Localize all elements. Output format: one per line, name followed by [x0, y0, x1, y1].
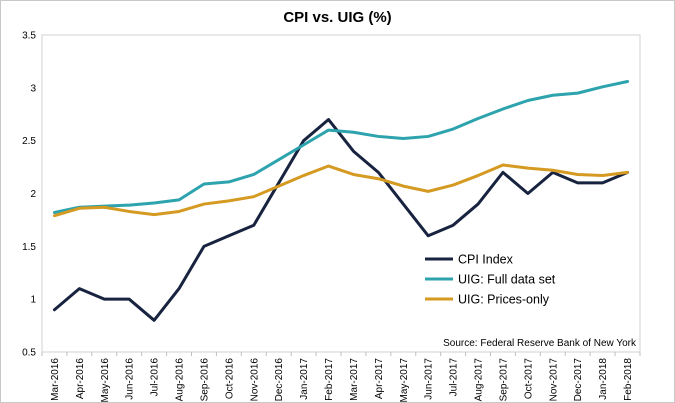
y-tick-label: 1.5 [22, 242, 36, 253]
y-tick-label: 3.5 [22, 31, 36, 42]
x-tick-label: Jan-2017 [299, 358, 310, 400]
series-line-1 [52, 79, 630, 215]
x-tick-label: May-2017 [399, 358, 410, 402]
x-tick-label: Mar-2016 [50, 358, 61, 401]
x-tick-label: Jun-2016 [125, 358, 136, 400]
x-tick-label: May-2016 [100, 358, 111, 402]
x-tick-label: Apr-2016 [75, 358, 86, 400]
series-line-2 [52, 163, 630, 218]
plot-area-border [41, 34, 641, 353]
series-line-0 [52, 118, 630, 322]
series-group [52, 79, 630, 322]
y-tick-label: 2.5 [22, 136, 36, 147]
x-tick-label: Feb-2017 [324, 358, 335, 401]
x-tick-label: Mar-2017 [349, 358, 360, 401]
x-tick-label: Dec-2017 [573, 358, 584, 402]
x-tick-label: Feb-2018 [623, 358, 634, 401]
x-tick-label: Aug-2016 [175, 358, 186, 402]
x-tick-label: Sep-2017 [498, 358, 509, 402]
legend-label: UIG: Full data set [458, 273, 556, 287]
x-tick-label: Dec-2016 [274, 358, 285, 402]
legend-label: UIG: Prices-only [458, 293, 550, 307]
y-tick-label: 1 [30, 295, 36, 306]
y-tick-label: 2 [30, 189, 36, 200]
y-tick-label: 3 [30, 83, 36, 94]
legend: CPI Index UIG: Full data set UIG: Prices-o… [425, 253, 556, 307]
x-tick-label: Jul-2016 [150, 358, 161, 397]
plot-area [41, 34, 641, 353]
y-axis: 0.5 1 1.5 2 2.5 3 3.5 [22, 31, 36, 359]
x-tick-label: Nov-2016 [249, 358, 260, 402]
x-tick-label: Oct-2016 [224, 358, 235, 400]
x-tick-label: Nov-2017 [548, 358, 559, 402]
x-tick-label: Apr-2017 [374, 358, 385, 400]
source-annotation: Source: Federal Reserve Bank of New York [443, 338, 637, 349]
chart-title: CPI vs. UIG (%) [283, 9, 392, 26]
y-tick-label: 0.5 [22, 348, 36, 359]
x-tick-label: Oct-2017 [523, 358, 534, 400]
x-tick-label: Jan-2018 [598, 358, 609, 400]
x-axis: Mar-2016 Apr-2016 May-2016 Jun-2016 Jul-2016… [41, 352, 641, 402]
x-tick-label: Jul-2017 [449, 358, 460, 397]
legend-label: CPI Index [458, 253, 514, 267]
x-tick-label: Sep-2016 [199, 358, 210, 402]
x-tick-label: Aug-2017 [474, 358, 485, 402]
x-tick-label: Jun-2017 [424, 358, 435, 400]
